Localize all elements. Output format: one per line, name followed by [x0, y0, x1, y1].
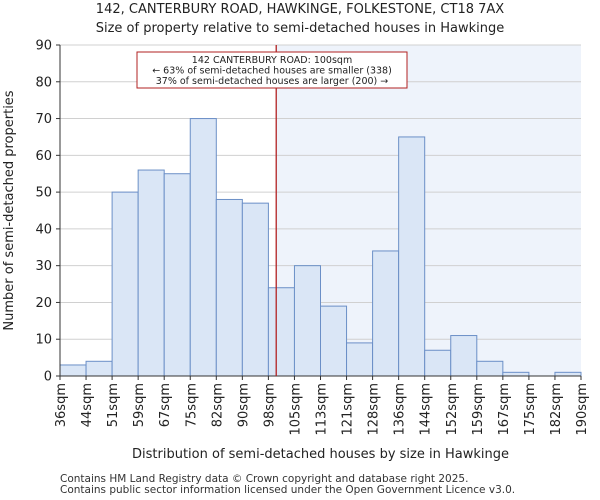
y-tick-label: 20 [35, 296, 52, 311]
x-tick-label: 75sqm [184, 383, 199, 427]
x-tick-label: 190sqm [575, 383, 590, 436]
histogram-bar [137, 169, 165, 377]
annotation-line-3: 37% of semi-detached houses are larger (… [156, 76, 389, 87]
x-tick-label: 36sqm [54, 383, 69, 427]
y-tick-label: 10 [35, 333, 52, 348]
histogram-bar [241, 202, 269, 377]
footer-copyright: Contains HM Land Registry data © Crown c… [60, 473, 469, 485]
x-tick-label: 98sqm [262, 383, 277, 427]
y-tick-label: 30 [35, 259, 52, 274]
x-tick-label: 128sqm [367, 383, 382, 436]
y-tick-label: 90 [35, 39, 52, 54]
histogram-bar [215, 198, 243, 377]
x-tick-label: 82sqm [210, 383, 225, 427]
histogram-bar [111, 191, 139, 377]
histogram-bar [476, 360, 504, 377]
y-tick-label: 70 [35, 112, 52, 127]
x-tick-label: 182sqm [549, 383, 564, 436]
x-tick-label: 152sqm [445, 383, 460, 436]
histogram-bar [372, 250, 400, 377]
histogram-bar [424, 349, 452, 377]
x-tick-label: 113sqm [315, 383, 330, 436]
histogram-chart: 142 CANTERBURY ROAD: 100sqm← 63% of semi… [2, 39, 590, 463]
y-tick-label: 60 [35, 149, 52, 164]
chart-title: 142, CANTERBURY ROAD, HAWKINGE, FOLKESTO… [95, 2, 505, 17]
y-axis-title: Number of semi-detached properties [2, 90, 17, 330]
histogram-bar [398, 136, 426, 377]
annotation-line-1: 142 CANTERBURY ROAD: 100sqm [192, 55, 352, 66]
annotation-box [136, 51, 408, 89]
x-tick-label: 51sqm [106, 383, 121, 427]
histogram-bar [189, 118, 217, 377]
y-tick-label: 80 [35, 75, 52, 90]
histogram-bar [59, 364, 87, 377]
histogram-bar [267, 287, 295, 377]
histogram-bar [320, 305, 348, 377]
histogram-bar [554, 371, 582, 377]
x-tick-label: 136sqm [393, 383, 408, 436]
x-tick-label: 121sqm [341, 383, 356, 436]
y-tick-label: 50 [35, 186, 52, 201]
x-tick-label: 67sqm [158, 383, 173, 427]
histogram-bar [163, 173, 191, 377]
histogram-bar [346, 342, 374, 377]
histogram-bar [450, 335, 478, 377]
x-tick-label: 167sqm [497, 383, 512, 436]
x-tick-label: 44sqm [80, 383, 95, 427]
y-tick-label: 0 [44, 370, 52, 385]
annotation-line-2: ← 63% of semi-detached houses are smalle… [152, 66, 392, 77]
y-tick-label: 40 [35, 222, 52, 237]
x-tick-label: 144sqm [419, 383, 434, 436]
x-tick-label: 90sqm [236, 383, 251, 427]
histogram-bar [85, 360, 113, 377]
x-axis-title: Distribution of semi-detached houses by … [132, 447, 509, 462]
x-tick-label: 159sqm [471, 383, 486, 436]
x-tick-label: 59sqm [132, 383, 147, 427]
histogram-bar [293, 265, 322, 377]
x-tick-label: 105sqm [288, 383, 303, 436]
histogram-bar [502, 371, 530, 377]
footer-licence: Contains public sector information licen… [60, 484, 516, 496]
chart-subtitle: Size of property relative to semi-detach… [95, 21, 505, 36]
x-tick-label: 175sqm [523, 383, 538, 436]
